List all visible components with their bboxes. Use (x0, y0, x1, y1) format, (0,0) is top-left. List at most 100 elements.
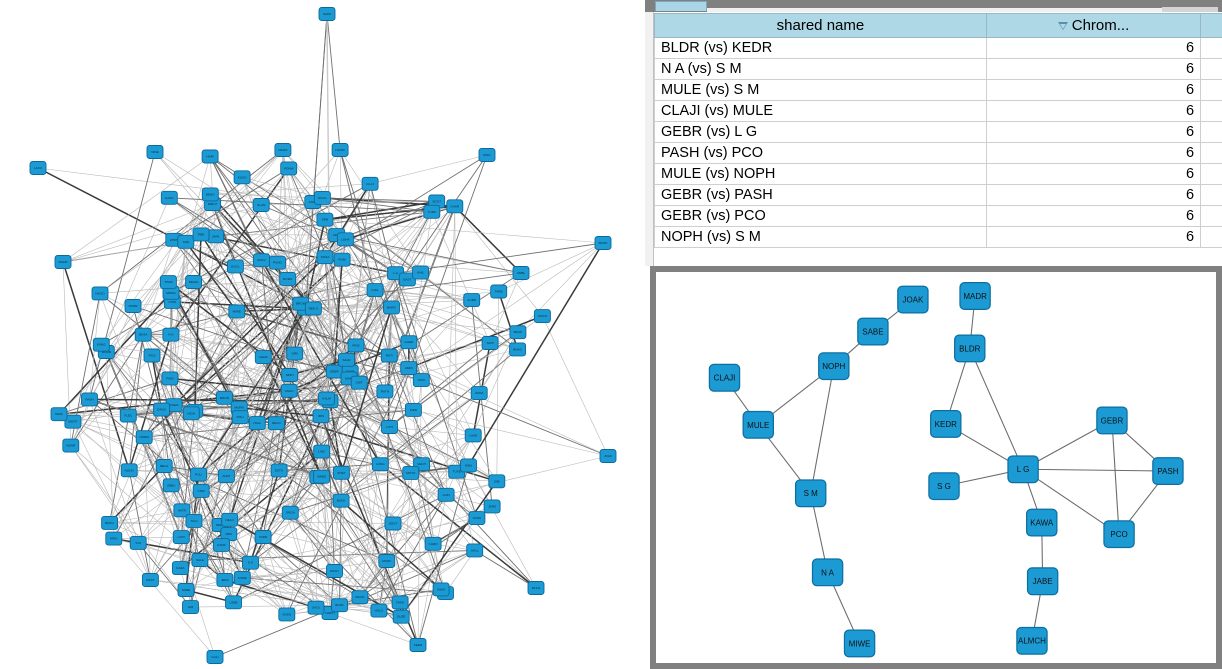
sub-network-edge[interactable] (1111, 420, 1120, 535)
main-network-node[interactable]: S M (129, 535, 147, 550)
node-shape[interactable] (217, 469, 235, 484)
node-shape[interactable] (350, 375, 368, 390)
node-shape[interactable] (155, 459, 173, 473)
node-shape[interactable] (62, 438, 80, 453)
main-network-node[interactable]: KEDR (409, 638, 427, 652)
node-shape[interactable] (478, 148, 496, 162)
node-shape[interactable] (432, 582, 450, 597)
main-network-node[interactable]: KUCH (233, 170, 251, 185)
node-shape[interactable] (332, 493, 350, 508)
node-shape[interactable] (185, 513, 203, 528)
main-network-node[interactable]: CHIT (350, 375, 368, 390)
node-shape[interactable] (221, 512, 239, 527)
main-network-node[interactable]: RATH (376, 384, 394, 399)
main-network-node[interactable]: MILK (478, 148, 496, 162)
main-network-node[interactable]: BHAG (509, 342, 527, 357)
table-row[interactable]: GEBR (vs) PASH636000000420000008.9 (654, 184, 1222, 206)
sub-network-node-kedr[interactable]: KEDR (930, 410, 962, 438)
node-shape[interactable] (336, 232, 354, 247)
node-shape[interactable] (512, 266, 530, 280)
node-shape[interactable] (191, 553, 209, 567)
main-network-node[interactable]: MONT (64, 414, 82, 429)
main-network-node[interactable]: N A (162, 327, 180, 342)
sub-network-edge[interactable] (810, 366, 835, 494)
main-network-node[interactable]: BLDR (331, 598, 348, 613)
node-shape[interactable] (708, 363, 741, 392)
main-network-node[interactable]: HANW (331, 143, 349, 157)
main-network-node[interactable]: JERS (483, 499, 501, 514)
node-shape[interactable] (92, 337, 110, 352)
main-network-node[interactable]: ESTO (270, 463, 288, 478)
node-shape[interactable] (159, 275, 177, 290)
node-shape[interactable] (1007, 455, 1039, 484)
main-network-node[interactable]: PIED (404, 402, 422, 417)
node-shape[interactable] (347, 338, 365, 353)
node-shape[interactable] (146, 145, 164, 159)
main-network-node[interactable]: MAUR (351, 590, 369, 605)
main-network-node[interactable]: RED S (304, 301, 322, 316)
column-header-shared-name[interactable]: shared name (654, 13, 987, 38)
main-network-node[interactable]: HARI (201, 149, 219, 164)
node-shape[interactable] (378, 554, 396, 568)
main-network-node[interactable]: SOUT (384, 516, 402, 531)
node-shape[interactable] (280, 161, 298, 176)
main-network-node[interactable]: KANG (92, 337, 110, 352)
main-network-node[interactable]: YAKU (412, 373, 430, 388)
main-network-node[interactable]: ANGU (280, 383, 298, 398)
node-shape[interactable] (313, 190, 331, 205)
main-network-node[interactable]: CALI (206, 650, 224, 664)
node-shape[interactable] (383, 300, 400, 315)
main-network-node[interactable]: LAFO (29, 161, 47, 175)
sub-network-edge[interactable] (969, 348, 1024, 470)
node-shape[interactable] (380, 348, 398, 363)
node-shape[interactable] (437, 487, 455, 502)
node-shape[interactable] (160, 190, 178, 205)
sub-network-node-n-a[interactable]: N A (811, 558, 844, 587)
node-shape[interactable] (424, 536, 442, 551)
sort-descending-triangle-icon[interactable] (1057, 21, 1068, 30)
main-network-node[interactable]: PUNG (269, 255, 286, 270)
main-network-node[interactable]: KRIS (105, 531, 123, 546)
node-shape[interactable] (173, 503, 191, 518)
node-shape[interactable] (206, 650, 224, 664)
node-shape[interactable] (281, 505, 299, 520)
node-shape[interactable] (1016, 626, 1048, 655)
node-shape[interactable] (143, 348, 161, 363)
node-shape[interactable] (248, 416, 266, 431)
node-shape[interactable] (463, 293, 481, 308)
node-shape[interactable] (376, 384, 394, 399)
main-network-node[interactable]: TARN (254, 530, 272, 544)
main-network-node[interactable]: UMBL (512, 266, 530, 280)
main-network-node[interactable]: NORM (135, 430, 153, 445)
sub-network-node-miwe[interactable]: MIWE (843, 629, 876, 658)
node-shape[interactable] (280, 383, 298, 398)
sub-network-node-claji[interactable]: CLAJI (708, 363, 741, 392)
main-network-node[interactable]: BOSH (594, 236, 612, 250)
node-shape[interactable] (333, 252, 351, 267)
main-network-node[interactable]: KHIL (412, 265, 430, 280)
node-shape[interactable] (843, 629, 876, 658)
node-shape[interactable] (269, 255, 286, 270)
node-shape[interactable] (384, 516, 402, 531)
sub-network-canvas[interactable]: CLAJI MULE NOPH SABE JOAK S M N A MIWE MADR BLDR K… (656, 272, 1216, 663)
node-shape[interactable] (182, 600, 199, 615)
main-network-node[interactable]: MOTU (402, 465, 420, 480)
main-network-node[interactable]: RETI (380, 348, 398, 363)
node-shape[interactable] (857, 317, 889, 346)
main-network-node[interactable]: CHAR (446, 199, 464, 214)
main-network-node[interactable]: NRC (220, 527, 238, 542)
main-network-node[interactable]: WITR (173, 503, 191, 518)
node-shape[interactable] (313, 469, 331, 484)
main-network-node[interactable]: GLAN (252, 198, 270, 212)
node-shape[interactable] (509, 325, 527, 340)
node-shape[interactable] (101, 515, 119, 530)
node-shape[interactable] (470, 386, 488, 401)
node-shape[interactable] (318, 391, 335, 406)
node-shape[interactable] (141, 573, 159, 587)
main-network-node[interactable]: DANG (153, 402, 171, 417)
sub-network-node-joak[interactable]: JOAK (897, 285, 929, 314)
main-network-node[interactable]: MULE (527, 581, 545, 595)
sub-network-node-mule[interactable]: MULE (742, 410, 775, 439)
node-shape[interactable] (192, 227, 210, 242)
main-network-node[interactable]: FLEC (119, 408, 137, 423)
